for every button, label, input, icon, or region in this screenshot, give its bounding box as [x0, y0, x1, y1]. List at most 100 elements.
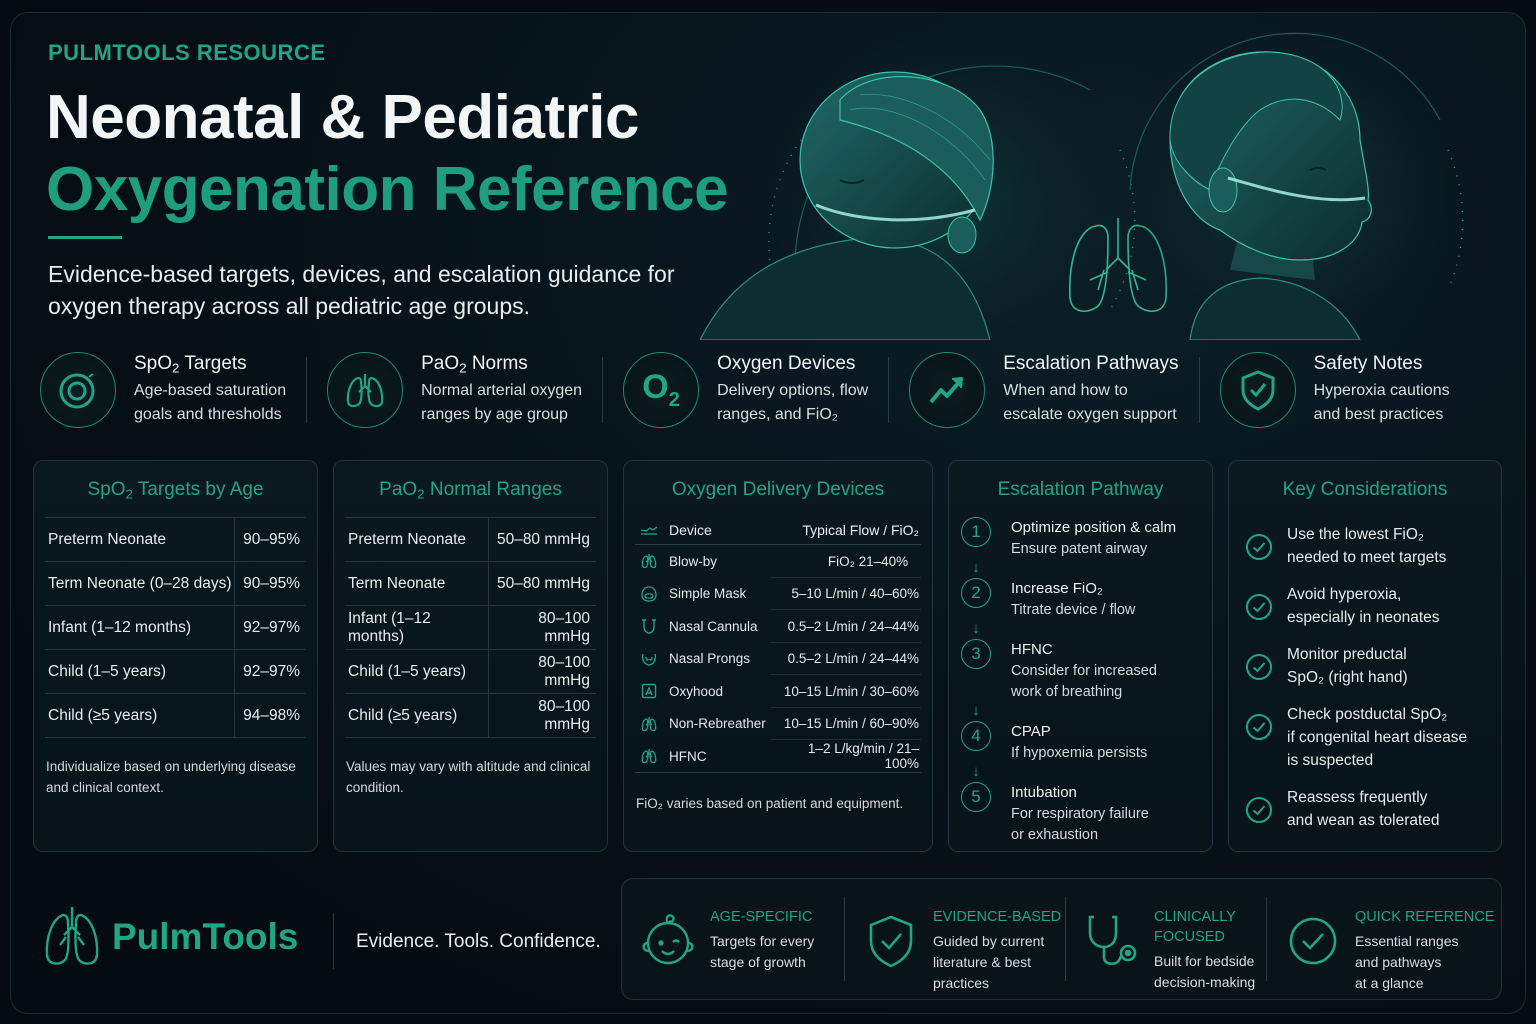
- escalation-step: 3 HFNC Consider for increased work of brea…: [961, 639, 1212, 703]
- spo2-targets-card: SpO2 Targets by Age Preterm Neonate 90–95…: [33, 460, 318, 852]
- lungs-icon: [635, 553, 663, 569]
- pillar-desc: Guided by current literature & best practi…: [933, 933, 1045, 991]
- list-item: Avoid hyperoxia, especially in neonates: [1245, 583, 1501, 629]
- step-number: 5: [961, 782, 991, 812]
- table-row: HFNC 1–2 L/kg/min / 21–100%: [635, 740, 921, 773]
- check-circle-icon: [1246, 797, 1272, 823]
- pillar-desc: Essential ranges and pathways at a glance: [1355, 933, 1459, 991]
- table-row: Preterm Neonate 90–95%: [45, 517, 306, 562]
- card-title: SpO2 Targets by Age: [87, 479, 264, 502]
- mask-icon: [635, 586, 663, 602]
- escalation-step: 5 Intubation For respiratory failure or ex…: [961, 782, 1212, 846]
- page-title-line2: Oxygenation Reference: [46, 155, 729, 224]
- pao2-ranges-card: PaO2 Normal Ranges Preterm Neonate 50–80 …: [333, 460, 608, 852]
- check-circle-icon: [1246, 654, 1272, 680]
- stethoscope-icon: [1088, 915, 1137, 966]
- table-row: Simple Mask 5–10 L/min / 40–60%: [635, 578, 921, 611]
- list-item: Reassess frequently and wean as tolerated: [1245, 786, 1501, 832]
- list-item: Monitor preductal SpO₂ (right hand): [1245, 643, 1501, 689]
- feature-desc: Age-based saturation goals and thresholds: [134, 382, 287, 424]
- spo2-table: Preterm Neonate 90–95% Term Neonate (0–28…: [45, 517, 306, 738]
- lungs-icon: [327, 352, 404, 428]
- arrow-down-icon: ↓: [972, 763, 980, 780]
- feature-strip: SpO2 Targets Age-based saturation goals a…: [40, 345, 1500, 435]
- hero-illustration: [699, 0, 1500, 400]
- step-number: 3: [961, 639, 991, 669]
- table-row: Child (≥5 years) 80–100 mmHg: [345, 693, 596, 738]
- pillar-evidence-based: EVIDENCE-BASED Guided by current literatu…: [845, 889, 1065, 991]
- table-row: Nasal Cannula 0.5–2 L/min / 24–44%: [635, 610, 921, 643]
- oxygen-devices-card: Oxygen Delivery Devices Device Typical F…: [623, 460, 933, 852]
- escalation-pathway-card: Escalation Pathway 1 Optimize position &…: [948, 460, 1213, 852]
- feature-spo2-targets: SpO2 Targets Age-based saturation goals a…: [40, 345, 286, 435]
- list-item: Check postductal SpO₂ if congenital heart…: [1245, 703, 1501, 772]
- table-row: Preterm Neonate 50–80 mmHg: [345, 517, 596, 562]
- card-title: PaO2 Normal Ranges: [379, 479, 562, 502]
- waveform-icon: [635, 525, 663, 535]
- lungs-icon: [635, 748, 663, 764]
- card-note: Values may vary with altitude and clinic…: [346, 759, 591, 795]
- card-note: FiO₂ varies based on patient and equipme…: [636, 795, 904, 811]
- escalation-steps: 1 Optimize position & calm Ensure patent …: [961, 517, 1212, 846]
- nasal-prongs-icon: [635, 651, 663, 667]
- arrow-down-icon: ↓: [972, 559, 980, 576]
- lungs-icon: [635, 716, 663, 732]
- escalation-step: 1 Optimize position & calm Ensure patent …: [961, 517, 1212, 560]
- step-number: 1: [961, 517, 991, 547]
- table-row: Infant (1–12 months) 80–100 mmHg: [345, 605, 596, 650]
- check-circle-icon: [1246, 594, 1272, 620]
- card-title: Escalation Pathway: [997, 479, 1164, 500]
- table-row: Nasal Prongs 0.5–2 L/min / 24–44%: [635, 643, 921, 676]
- feature-title: Escalation Pathways: [1003, 353, 1179, 374]
- table-row: Oxyhood 10–15 L/min / 30–60%: [635, 675, 921, 708]
- feature-title: PaO2 Norms: [421, 352, 528, 376]
- pillar-desc: Built for bedside decision-making: [1154, 953, 1256, 990]
- table-row: Non-Rebreather 10–15 L/min / 60–90%: [635, 708, 921, 741]
- feature-oxygen-devices: O2 Oxygen Devices Delivery options, flow…: [623, 345, 868, 435]
- card-title: Oxygen Delivery Devices: [671, 479, 885, 500]
- feature-safety-notes: Safety Notes Hyperoxia cautions and best …: [1219, 345, 1450, 435]
- check-circle-icon: [1246, 714, 1272, 740]
- feature-pao2-norms: PaO2 Norms Normal arterial oxygen ranges …: [327, 345, 582, 435]
- pillar-title: EVIDENCE-BASED: [933, 909, 1062, 925]
- escalation-step: 4 CPAP If hypoxemia persists: [961, 721, 1212, 764]
- divider: [1198, 357, 1200, 423]
- table-row: Blow-by FiO₂ 21–40%: [635, 545, 921, 578]
- feature-escalation-pathways: Escalation Pathways When and how to escal…: [909, 345, 1179, 435]
- pillar-age-specific: AGE-SPECIFIC Targets for every stage of g…: [622, 889, 844, 989]
- card-note: Individualize based on underlying diseas…: [46, 759, 296, 795]
- target-icon: [40, 352, 116, 428]
- pillar-desc: Targets for every stage of growth: [710, 933, 815, 970]
- brand-tagline: Evidence. Tools. Confidence.: [356, 931, 601, 952]
- nasal-cannula-icon: [635, 618, 663, 634]
- divider: [333, 913, 334, 969]
- table-row: Child (1–5 years) 80–100 mmHg: [345, 649, 596, 694]
- divider: [1065, 897, 1066, 981]
- pillar-title: CLINICALLY FOCUSED: [1154, 909, 1236, 945]
- feature-title: SpO2 Targets: [134, 352, 247, 376]
- card-title: Key Considerations: [1282, 479, 1448, 500]
- table-row: Term Neonate (0–28 days) 90–95%: [45, 561, 306, 606]
- divider: [844, 897, 845, 981]
- neonate-illustration: [699, 71, 994, 341]
- escalation-step: 2 Increase FiO₂ Titrate device / flow: [961, 578, 1212, 621]
- arrow-down-icon: ↓: [972, 620, 980, 637]
- arrow-down-icon: ↓: [972, 702, 980, 719]
- table-row: Term Neonate 50–80 mmHg: [345, 561, 596, 606]
- page-subtitle: Evidence-based targets, devices, and esc…: [48, 261, 675, 319]
- list-item: Use the lowest FiO₂ needed to meet target…: [1245, 523, 1501, 569]
- key-considerations-card: Key Considerations Use the lowest FiO₂ ne…: [1228, 460, 1502, 852]
- table-row: Infant (1–12 months) 92–97%: [45, 605, 306, 650]
- pillar-clinically-focused: CLINICALLY FOCUSED Built for bedside decis…: [1066, 889, 1266, 990]
- pillar-title: QUICK REFERENCE: [1355, 909, 1495, 925]
- divider: [888, 357, 890, 423]
- feature-title: Safety Notes: [1313, 353, 1423, 374]
- baby-face-icon: [642, 914, 694, 965]
- title-underline: [48, 236, 122, 239]
- pao2-table: Preterm Neonate 50–80 mmHg Term Neonate 50…: [345, 517, 596, 738]
- oxyhood-icon: [635, 683, 663, 699]
- table-header: Device Typical Flow / FiO₂: [635, 515, 921, 545]
- divider: [1266, 897, 1267, 981]
- o2-icon: O2: [623, 352, 700, 428]
- pillar-title: AGE-SPECIFIC: [710, 909, 813, 925]
